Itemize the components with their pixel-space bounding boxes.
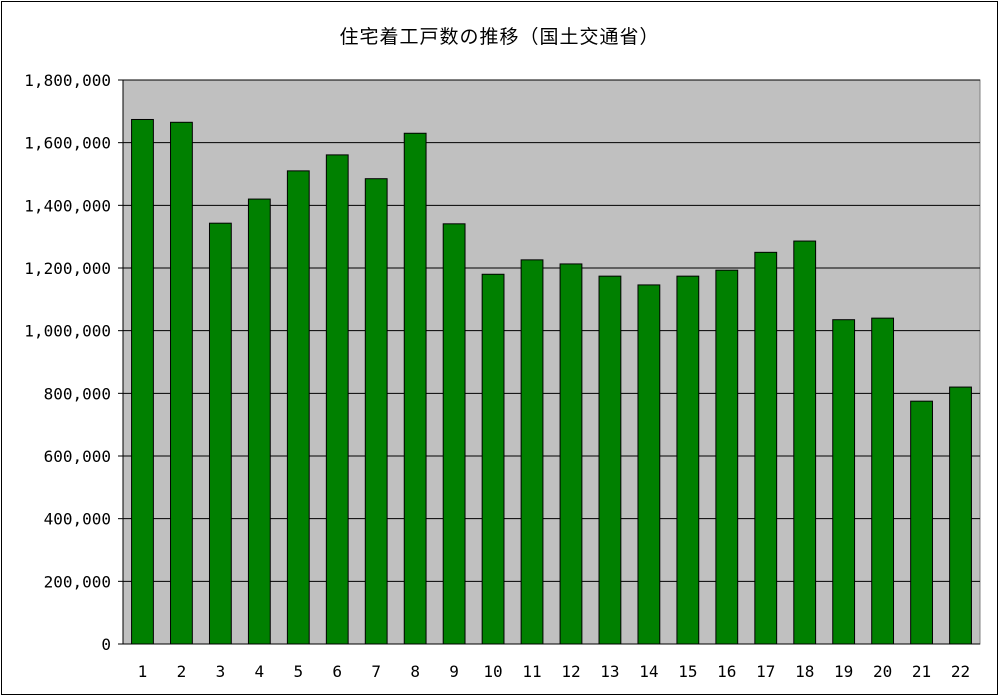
bar (910, 400, 933, 645)
x-tick-label: 22 (951, 662, 970, 681)
y-tick-label: 1,000,000 (24, 322, 111, 341)
bar (832, 319, 856, 645)
x-tick-label: 8 (410, 662, 420, 681)
bar (247, 198, 271, 645)
bar (871, 317, 895, 645)
x-tick-label: 7 (371, 662, 381, 681)
chart-title: 住宅着工戸数の推移（国土交通省） (339, 26, 660, 48)
x-tick-label: 20 (873, 662, 892, 681)
bar (364, 178, 388, 645)
x-tick-label: 17 (756, 662, 775, 681)
bar (325, 154, 349, 645)
bar (754, 251, 778, 645)
x-tick-label: 4 (255, 662, 265, 681)
x-tick-label: 13 (600, 662, 619, 681)
bar (131, 118, 154, 645)
y-tick-label: 1,200,000 (24, 259, 111, 278)
y-tick-label: 200,000 (44, 572, 111, 591)
x-tick-label: 5 (293, 662, 303, 681)
x-axis-ticks: 1 2 3 4 5 6 7 8 9 10 11 12 13 14 15 16 17 18 19 20 21 22 (138, 662, 970, 681)
y-tick-label: 0 (101, 635, 111, 654)
x-tick-label: 18 (795, 662, 814, 681)
bar (442, 223, 466, 645)
bar (715, 269, 739, 645)
y-tick-label: 400,000 (44, 510, 111, 529)
bar (481, 273, 505, 645)
x-tick-label: 16 (717, 662, 736, 681)
bar (793, 240, 817, 645)
x-tick-label: 19 (834, 662, 853, 681)
bar (676, 275, 700, 645)
bar (637, 284, 661, 645)
bar (208, 222, 232, 645)
x-tick-label: 2 (177, 662, 187, 681)
x-tick-label: 15 (678, 662, 697, 681)
x-tick-label: 14 (639, 662, 658, 681)
bar (286, 170, 310, 645)
x-tick-label: 11 (522, 662, 541, 681)
y-axis-ticks: 0 200,000 400,000 600,000 800,000 1,000,000 1,… (24, 71, 980, 654)
x-tick-label: 1 (138, 662, 148, 681)
x-tick-label: 21 (912, 662, 931, 681)
x-tick-label: 10 (483, 662, 502, 681)
y-tick-label: 1,800,000 (24, 71, 111, 90)
x-tick-label: 6 (332, 662, 342, 681)
x-tick-label: 12 (561, 662, 580, 681)
y-tick-label: 1,400,000 (24, 196, 111, 215)
bar (559, 263, 583, 645)
y-tick-label: 600,000 (44, 447, 111, 466)
bar (520, 259, 544, 645)
y-tick-label: 1,600,000 (24, 134, 111, 153)
bars (131, 118, 972, 645)
bar (949, 386, 972, 645)
bar (598, 275, 622, 645)
bar (170, 121, 193, 645)
x-tick-label: 9 (449, 662, 459, 681)
bar (403, 132, 427, 645)
y-tick-label: 800,000 (44, 384, 111, 403)
x-tick-label: 3 (216, 662, 226, 681)
